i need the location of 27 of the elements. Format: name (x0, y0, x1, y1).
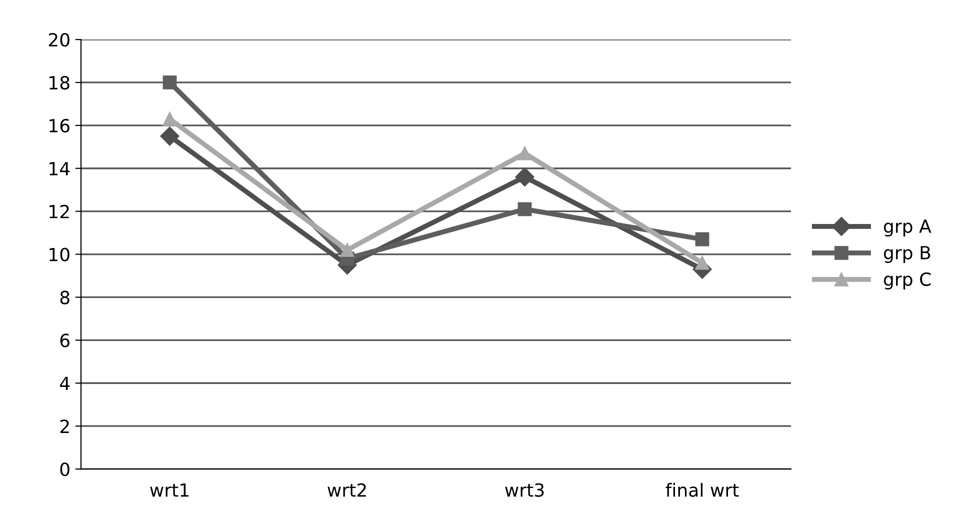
point (515, 167, 534, 186)
legend-label: grp A (884, 220, 932, 237)
point (162, 76, 177, 90)
point (518, 202, 532, 216)
y-tick-label: 14 (50, 162, 70, 176)
legend-label: grp C (884, 272, 931, 290)
y-tick-label: 16 (50, 118, 70, 133)
y-tick-label: 20 (48, 32, 70, 47)
y-tick-label: 8 (60, 290, 70, 304)
x-tick-label: wrt3 (505, 483, 544, 497)
x-tick-label: wrt2 (328, 483, 366, 497)
legend-label: grp B (884, 246, 930, 264)
y-tick-label: 0 (60, 462, 70, 476)
x-tick-label: final wrt (666, 482, 739, 497)
y-tick-label: 2 (60, 420, 69, 433)
y-tick-label: 18 (50, 76, 70, 90)
y-tick-label: 4 (60, 376, 70, 390)
y-tick-label: 6 (60, 334, 70, 348)
point (160, 126, 180, 146)
point (695, 232, 710, 246)
x-tick-label: wrt1 (150, 483, 188, 497)
point (518, 146, 532, 160)
y-tick-label: 10 (50, 248, 70, 262)
point (695, 256, 710, 270)
point (162, 112, 177, 126)
point (340, 243, 354, 257)
y-tick-label: 12 (50, 204, 69, 218)
